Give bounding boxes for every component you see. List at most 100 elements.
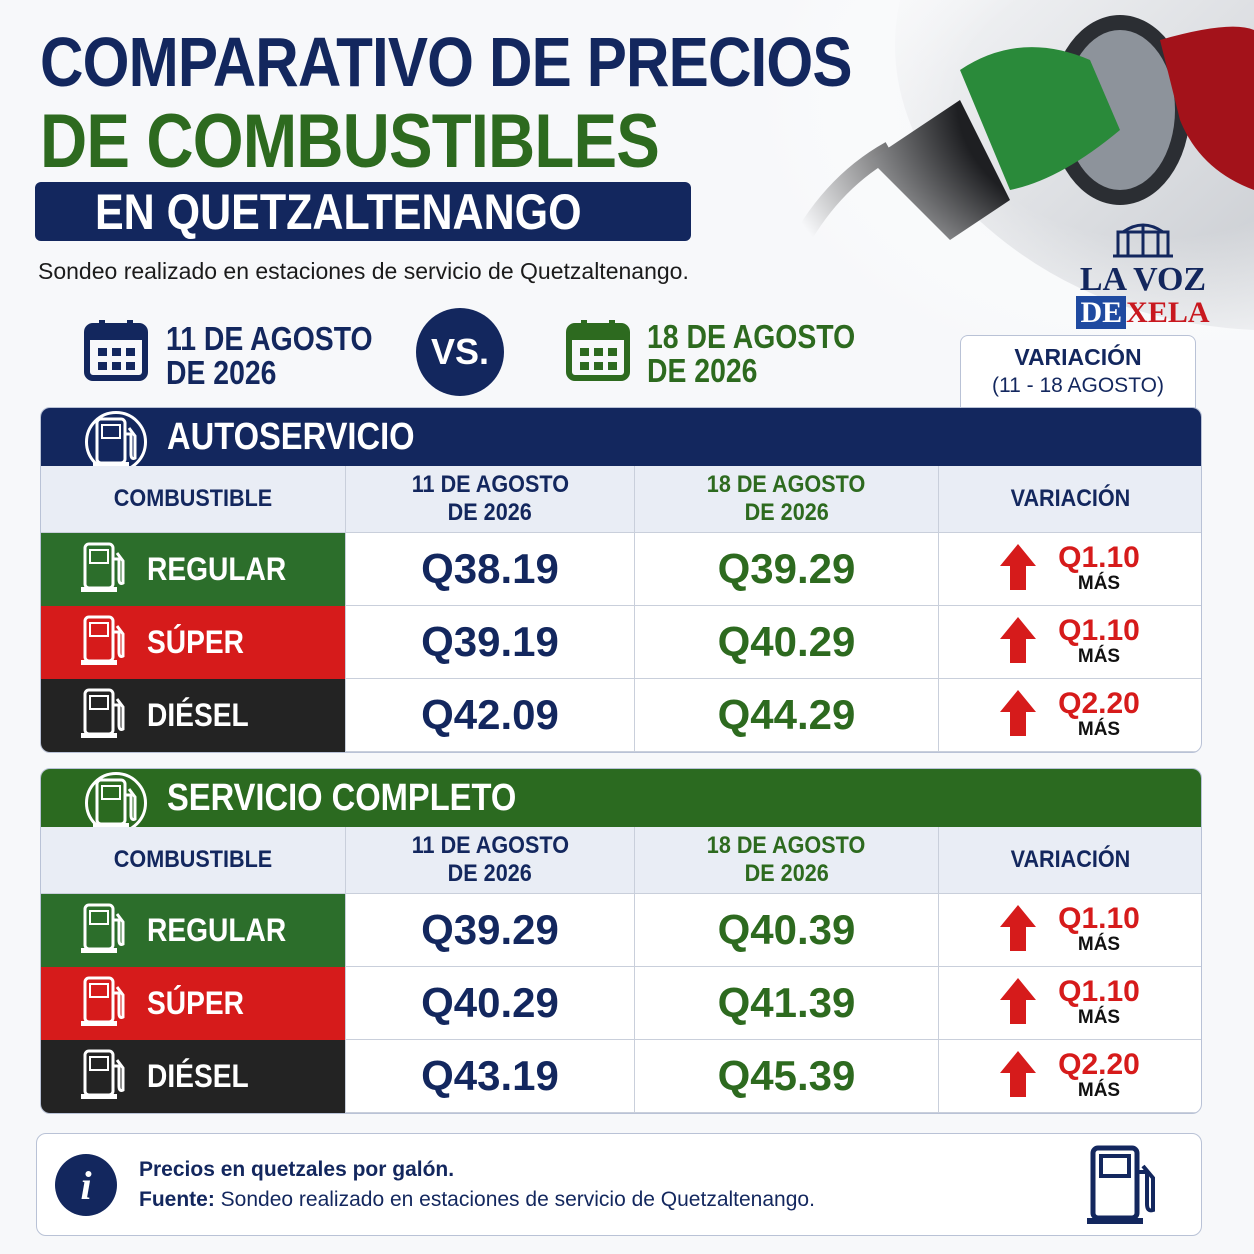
fuel-icon bbox=[81, 975, 127, 1032]
title: EN QUETZALTENANGO bbox=[95, 184, 582, 240]
pump-icon bbox=[81, 1049, 125, 1099]
fuel-name: SÚPER bbox=[147, 985, 245, 1021]
column-header: COMBUSTIBLE bbox=[41, 827, 345, 894]
pump-icon bbox=[81, 615, 125, 665]
date-from: 11 DE AGOSTO DE 2026 bbox=[166, 322, 373, 390]
logo-text: XELA bbox=[1126, 296, 1210, 329]
fuel-cell: DIÉSEL bbox=[41, 1040, 345, 1113]
up-arrow bbox=[1000, 616, 1037, 663]
logo: LA VOZ DE XELA bbox=[1068, 218, 1218, 330]
title-banner bbox=[35, 182, 691, 241]
price-table: AUTOSERVICIO COMBUSTIBLE 11 DE AGOSTO DE 20… bbox=[40, 407, 1202, 753]
logo-text: DE XELA bbox=[1068, 296, 1218, 329]
variation-cell: Q1.10 MÁS bbox=[938, 894, 1201, 967]
variation-note: MÁS bbox=[1077, 646, 1121, 667]
up-arrow bbox=[1000, 543, 1037, 590]
fuel-name: REGULAR bbox=[147, 551, 287, 587]
column-header-line: DE 2026 bbox=[744, 860, 829, 887]
variation-cell: Q1.10 MÁS bbox=[938, 606, 1201, 679]
variation-box: VARIACIÓN (11 - 18 AGOSTO) bbox=[960, 335, 1196, 408]
date-to: 18 DE AGOSTO DE 2026 bbox=[647, 320, 855, 388]
fuel-icon bbox=[81, 902, 127, 959]
price-before: Q43.19 bbox=[345, 1040, 634, 1113]
column-header: 18 DE AGOSTO DE 2026 bbox=[634, 827, 938, 894]
column-header-line: COMBUSTIBLE bbox=[113, 846, 273, 873]
fuel-cell: SÚPER bbox=[41, 606, 345, 679]
fuel-name: DIÉSEL bbox=[147, 1058, 249, 1094]
variation-text: Q2.20 MÁS bbox=[1058, 1050, 1140, 1102]
fuel-cell: REGULAR bbox=[41, 894, 345, 967]
column-header: VARIACIÓN bbox=[938, 827, 1201, 894]
variation-range: (11 - 18 AGOSTO) bbox=[992, 374, 1164, 397]
column-header-line: DE 2026 bbox=[447, 499, 533, 526]
fuel-name: SÚPER bbox=[147, 624, 245, 660]
up-arrow bbox=[1000, 543, 1037, 595]
date-line: 18 DE AGOSTO bbox=[647, 318, 856, 355]
table-header-bar bbox=[41, 408, 1201, 466]
price-before: Q38.19 bbox=[345, 533, 634, 606]
price-table: SERVICIO COMPLETO COMBUSTIBLE 11 DE AGOSTO… bbox=[40, 768, 1202, 1114]
date-line: 11 DE AGOSTO bbox=[166, 320, 373, 357]
fuel-icon bbox=[81, 541, 127, 598]
variation-text: Q1.10 MÁS bbox=[1058, 977, 1140, 1029]
column-header-line: DE 2026 bbox=[447, 860, 533, 887]
variation-amount: Q2.20 bbox=[1058, 1048, 1140, 1081]
logo-building bbox=[1113, 223, 1173, 258]
footer-note: Precios en quetzales por galón. bbox=[139, 1158, 455, 1181]
variation-amount: Q1.10 bbox=[1058, 541, 1140, 574]
up-arrow bbox=[1000, 977, 1037, 1024]
price-before: Q39.19 bbox=[345, 606, 634, 679]
fuel-icon bbox=[81, 1048, 127, 1105]
column-header: 11 DE AGOSTO DE 2026 bbox=[345, 827, 634, 894]
variation-cell: Q1.10 MÁS bbox=[938, 967, 1201, 1040]
pump-icon bbox=[81, 688, 125, 738]
price-after: Q44.29 bbox=[634, 679, 938, 752]
column-header-line: COMBUSTIBLE bbox=[113, 485, 273, 512]
variation-text: Q1.10 MÁS bbox=[1058, 616, 1140, 668]
variation-note: MÁS bbox=[1077, 573, 1121, 594]
logo-text: DE bbox=[1076, 296, 1127, 329]
variation-text: Q2.20 MÁS bbox=[1058, 689, 1140, 741]
up-arrow bbox=[1000, 904, 1037, 951]
variation-note: MÁS bbox=[1077, 719, 1121, 740]
pump-icon bbox=[93, 778, 137, 828]
price-before: Q39.29 bbox=[345, 894, 634, 967]
pump-icon bbox=[81, 976, 125, 1026]
column-header: VARIACIÓN bbox=[938, 466, 1201, 533]
fuel-icon bbox=[81, 687, 127, 744]
calendar-icon bbox=[566, 320, 630, 381]
table-icon bbox=[85, 411, 147, 473]
up-arrow bbox=[1000, 977, 1037, 1029]
logo-text: LA VOZ bbox=[1079, 261, 1207, 298]
up-arrow bbox=[1000, 689, 1037, 741]
date-line: DE 2026 bbox=[166, 354, 277, 391]
variation-text: Q1.10 MÁS bbox=[1058, 543, 1140, 595]
price-before: Q42.09 bbox=[345, 679, 634, 752]
up-arrow bbox=[1000, 904, 1037, 956]
column-header-line: VARIACIÓN bbox=[1010, 485, 1130, 512]
table-icon bbox=[85, 772, 147, 834]
pump-icon bbox=[81, 903, 125, 953]
variation-note: MÁS bbox=[1077, 934, 1121, 955]
column-header-line: 18 DE AGOSTO bbox=[707, 832, 866, 859]
fuel-icon bbox=[81, 614, 127, 671]
up-arrow bbox=[1000, 1050, 1037, 1102]
variation-amount: Q1.10 bbox=[1058, 614, 1140, 647]
fuel-cell: REGULAR bbox=[41, 533, 345, 606]
up-arrow bbox=[1000, 1050, 1037, 1097]
price-after: Q45.39 bbox=[634, 1040, 938, 1113]
variation-cell: Q2.20 MÁS bbox=[938, 1040, 1201, 1113]
footer-source: Fuente: Sondeo realizado en estaciones d… bbox=[139, 1188, 815, 1212]
table-title: SERVICIO COMPLETO bbox=[167, 777, 517, 819]
variation-amount: Q1.10 bbox=[1058, 975, 1140, 1008]
column-header: 11 DE AGOSTO DE 2026 bbox=[345, 466, 634, 533]
up-arrow bbox=[1000, 616, 1037, 668]
title: COMPARATIVO DE PRECIOS bbox=[40, 23, 853, 101]
calendar-icon bbox=[84, 320, 148, 381]
column-header-line: DE 2026 bbox=[744, 499, 829, 526]
up-arrow bbox=[1000, 689, 1037, 736]
fuel-cell: DIÉSEL bbox=[41, 679, 345, 752]
variation-note: MÁS bbox=[1077, 1080, 1121, 1101]
subtitle: Sondeo realizado en estaciones de servic… bbox=[38, 258, 689, 284]
